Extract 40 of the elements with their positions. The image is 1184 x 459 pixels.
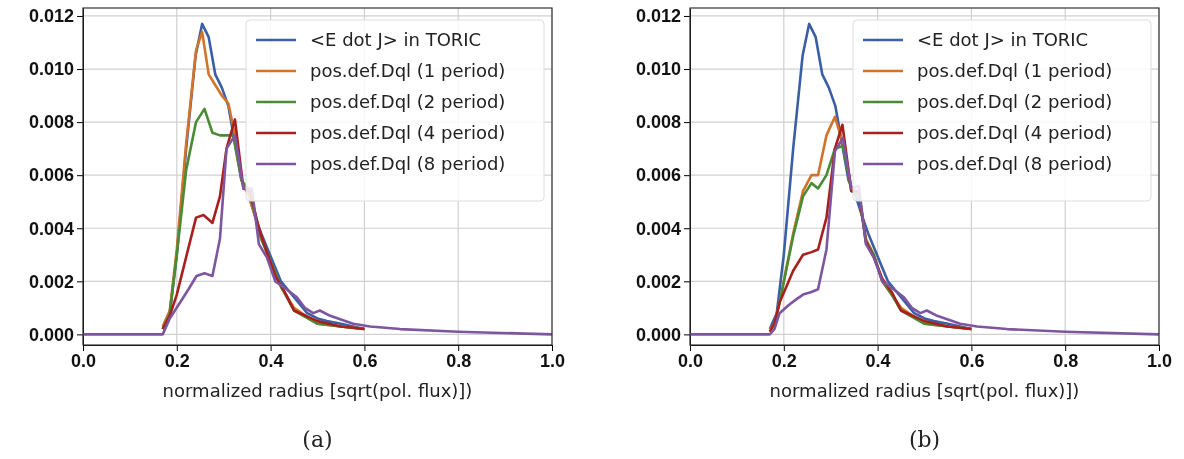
legend-label: <E dot J> in TORIC	[917, 29, 1089, 50]
x-axis-title: normalized radius [sqrt(pol. flux)])	[162, 380, 473, 401]
legend-label: pos.def.Dql (8 period)	[310, 153, 506, 174]
x-tick-label: 0.8	[446, 350, 472, 371]
text: (a)	[302, 427, 333, 452]
x-tick-label: 0.0	[677, 350, 704, 371]
y-tick-label: 0.006	[28, 165, 74, 186]
x-tick-label: 0.4	[258, 350, 284, 371]
legend-label: <E dot J> in TORIC	[310, 29, 482, 50]
legend-label: pos.def.Dql (1 period)	[310, 60, 506, 81]
x-axis-title: normalized radius [sqrt(pol. flux)])	[769, 380, 1080, 401]
y-tick-label: 0.008	[28, 112, 74, 133]
legend-label: pos.def.Dql (4 period)	[310, 122, 506, 143]
x-tick-label: 0.6	[959, 350, 985, 371]
x-tick-label: 0.8	[1053, 350, 1079, 371]
legend-label: pos.def.Dql (2 period)	[310, 91, 506, 112]
x-tick-label: 0.0	[70, 350, 97, 371]
legend-label: pos.def.Dql (2 period)	[917, 91, 1113, 112]
y-tick-label: 0.010	[635, 59, 681, 80]
y-tick-label: 0.004	[28, 218, 74, 239]
y-tick-label: 0.000	[28, 324, 74, 345]
y-tick-label: 0.000	[635, 324, 681, 345]
legend-label: pos.def.Dql (8 period)	[917, 153, 1113, 174]
x-tick-label: 1.0	[1146, 350, 1173, 371]
y-tick-label: 0.012	[28, 6, 74, 27]
y-tick-label: 0.002	[28, 271, 74, 292]
y-tick-label: 0.010	[28, 59, 74, 80]
y-tick-label: 0.006	[635, 165, 681, 186]
x-tick-label: 0.6	[352, 350, 378, 371]
x-tick-label: 1.0	[539, 350, 566, 371]
x-tick-label: 0.2	[164, 350, 190, 371]
x-tick-label: 0.2	[771, 350, 797, 371]
y-tick-label: 0.008	[635, 112, 681, 133]
x-tick-label: 0.4	[865, 350, 891, 371]
y-tick-label: 0.002	[635, 271, 681, 292]
y-tick-label: 0.004	[635, 218, 681, 239]
y-tick-label: 0.012	[635, 6, 681, 27]
legend-label: pos.def.Dql (4 period)	[917, 122, 1113, 143]
text: (b)	[908, 427, 941, 452]
legend-label: pos.def.Dql (1 period)	[917, 60, 1113, 81]
